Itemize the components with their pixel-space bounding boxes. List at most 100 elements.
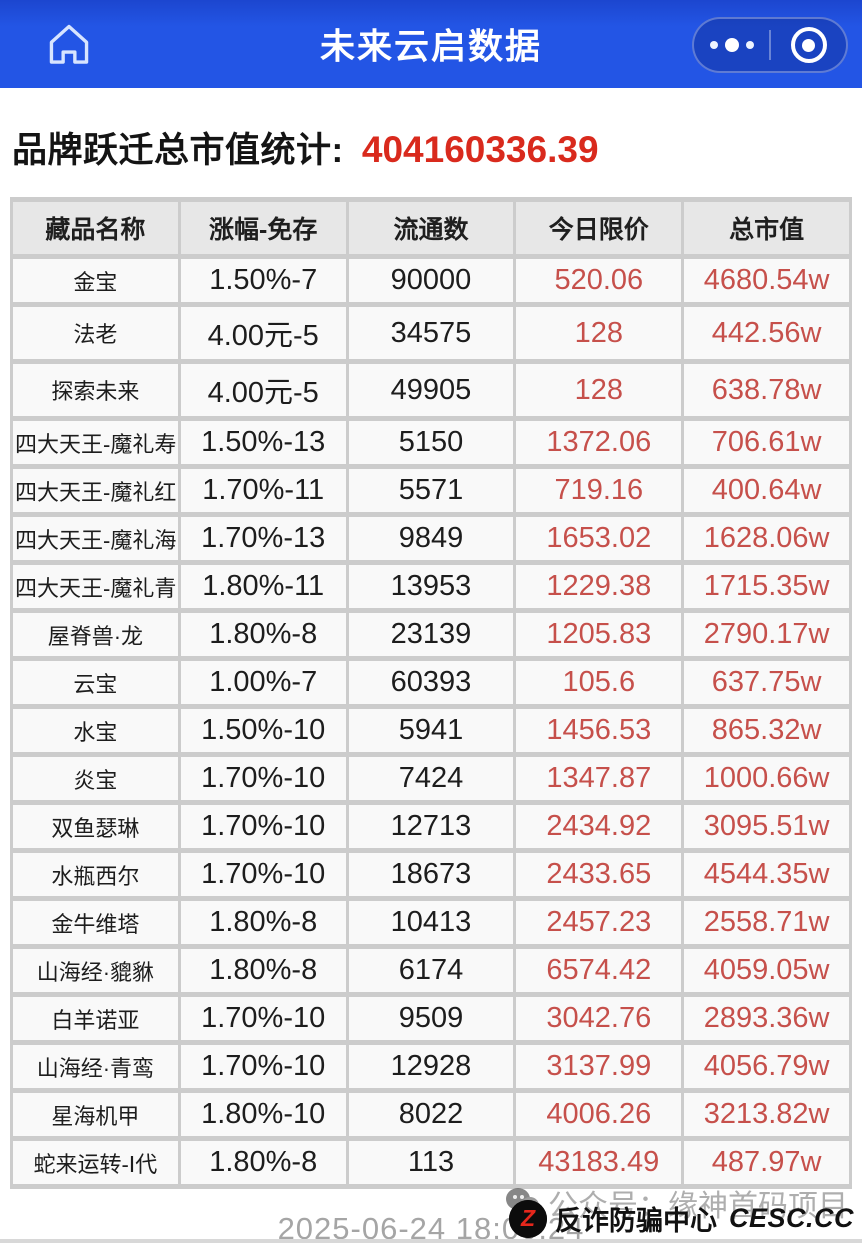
cell-name: 白羊诺亚 bbox=[13, 997, 178, 1040]
cell-market-cap: 637.75w bbox=[684, 661, 849, 704]
cell-market-cap: 4059.05w bbox=[684, 949, 849, 992]
cell-circulation: 9509 bbox=[348, 997, 514, 1040]
table-row: 四大天王-魔礼红 1.70%-11 5571 719.16 400.64w bbox=[13, 469, 849, 512]
table-row: 炎宝 1.70%-10 7424 1347.87 1000.66w bbox=[13, 757, 849, 800]
cell-market-cap: 3213.82w bbox=[684, 1093, 849, 1136]
cell-limit-price: 43183.49 bbox=[516, 1141, 682, 1184]
cell-market-cap: 1628.06w bbox=[684, 517, 849, 560]
cell-circulation: 9849 bbox=[348, 517, 514, 560]
cell-limit-price: 2433.65 bbox=[516, 853, 682, 896]
cell-limit-price: 128 bbox=[516, 364, 682, 416]
miniprogram-capsule bbox=[692, 17, 848, 73]
cell-change: 1.70%-10 bbox=[180, 853, 346, 896]
cell-name: 四大天王-魔礼海 bbox=[13, 517, 178, 560]
cell-market-cap: 487.97w bbox=[684, 1141, 849, 1184]
cell-circulation: 5571 bbox=[348, 469, 514, 512]
cell-change: 1.80%-8 bbox=[180, 613, 346, 656]
cell-name: 四大天王-魔礼寿 bbox=[13, 421, 178, 464]
table-row: 白羊诺亚 1.70%-10 9509 3042.76 2893.36w bbox=[13, 997, 849, 1040]
cell-name: 水瓶西尔 bbox=[13, 853, 178, 896]
cell-limit-price: 2457.23 bbox=[516, 901, 682, 944]
cell-name: 双鱼瑟琳 bbox=[13, 805, 178, 848]
cell-limit-price: 6574.42 bbox=[516, 949, 682, 992]
table-row: 四大天王-魔礼青 1.80%-11 13953 1229.38 1715.35w bbox=[13, 565, 849, 608]
cell-change: 1.80%-8 bbox=[180, 949, 346, 992]
cell-limit-price: 520.06 bbox=[516, 259, 682, 302]
summary-line: 品牌跃迁总市值统计: 404160336.39 bbox=[12, 122, 862, 173]
home-icon bbox=[40, 17, 98, 76]
cell-market-cap: 3095.51w bbox=[684, 805, 849, 848]
cell-limit-price: 2434.92 bbox=[516, 805, 682, 848]
cell-market-cap: 2558.71w bbox=[684, 901, 849, 944]
table-row: 山海经·青鸾 1.70%-10 12928 3137.99 4056.79w bbox=[13, 1045, 849, 1088]
cell-change: 1.00%-7 bbox=[180, 661, 346, 704]
cell-name: 法老 bbox=[13, 307, 178, 359]
cell-change: 1.50%-13 bbox=[180, 421, 346, 464]
cell-name: 屋脊兽·龙 bbox=[13, 613, 178, 656]
target-icon bbox=[790, 27, 827, 63]
cell-change: 1.70%-13 bbox=[180, 517, 346, 560]
summary-value: 404160336.39 bbox=[361, 129, 599, 170]
cell-change: 1.80%-8 bbox=[180, 1141, 346, 1184]
cell-circulation: 12713 bbox=[348, 805, 514, 848]
cell-change: 1.70%-10 bbox=[180, 805, 346, 848]
page-title: 未来云启数据 bbox=[319, 27, 543, 67]
cell-limit-price: 3137.99 bbox=[516, 1045, 682, 1088]
antifraud-logo-icon: Z bbox=[508, 1199, 547, 1238]
antifraud-site: CESC.CC bbox=[728, 1203, 854, 1233]
cell-change: 4.00元-5 bbox=[180, 307, 346, 359]
cell-circulation: 12928 bbox=[348, 1045, 514, 1088]
more-icon bbox=[709, 38, 754, 52]
bottom-divider bbox=[0, 1239, 862, 1243]
cell-limit-price: 3042.76 bbox=[516, 997, 682, 1040]
table-row: 四大天王-魔礼海 1.70%-13 9849 1653.02 1628.06w bbox=[13, 517, 849, 560]
cell-market-cap: 2790.17w bbox=[684, 613, 849, 656]
cell-market-cap: 4544.35w bbox=[684, 853, 849, 896]
table-row: 四大天王-魔礼寿 1.50%-13 5150 1372.06 706.61w bbox=[13, 421, 849, 464]
cell-name: 蛇来运转-Ⅰ代 bbox=[13, 1141, 178, 1184]
cell-circulation: 60393 bbox=[348, 661, 514, 704]
cell-market-cap: 706.61w bbox=[684, 421, 849, 464]
cell-circulation: 7424 bbox=[348, 757, 514, 800]
cell-change: 1.80%-8 bbox=[180, 901, 346, 944]
cell-name: 四大天王-魔礼青 bbox=[13, 565, 178, 608]
app-bar: 未来云启数据 bbox=[0, 0, 862, 88]
cell-market-cap: 442.56w bbox=[684, 307, 849, 359]
cell-name: 探索未来 bbox=[13, 364, 178, 416]
cell-circulation: 90000 bbox=[348, 259, 514, 302]
cell-change: 1.70%-10 bbox=[180, 1045, 346, 1088]
cell-market-cap: 4056.79w bbox=[684, 1045, 849, 1088]
cell-circulation: 23139 bbox=[348, 613, 514, 656]
cell-limit-price: 1205.83 bbox=[516, 613, 682, 656]
cell-market-cap: 638.78w bbox=[684, 364, 849, 416]
table-row: 星海机甲 1.80%-10 8022 4006.26 3213.82w bbox=[13, 1093, 849, 1136]
table-row: 云宝 1.00%-7 60393 105.6 637.75w bbox=[13, 661, 849, 704]
cell-limit-price: 719.16 bbox=[516, 469, 682, 512]
close-minimize-button[interactable] bbox=[771, 19, 846, 71]
cell-change: 1.80%-10 bbox=[180, 1093, 346, 1136]
cell-circulation: 6174 bbox=[348, 949, 514, 992]
cell-change: 1.80%-11 bbox=[180, 565, 346, 608]
summary-label: 品牌跃迁总市值统计: bbox=[12, 131, 344, 170]
cell-market-cap: 4680.54w bbox=[684, 259, 849, 302]
table-row: 探索未来 4.00元-5 49905 128 638.78w bbox=[13, 364, 849, 416]
cell-change: 1.70%-10 bbox=[180, 757, 346, 800]
more-button[interactable] bbox=[694, 19, 769, 71]
cell-limit-price: 1456.53 bbox=[516, 709, 682, 752]
cell-circulation: 113 bbox=[348, 1141, 514, 1184]
market-table: 藏品名称 涨幅-免存 流通数 今日限价 总市值 金宝 1.50%-7 90000 520.06… bbox=[10, 197, 852, 1189]
capsule-divider bbox=[769, 30, 771, 60]
cell-limit-price: 105.6 bbox=[516, 661, 682, 704]
cell-name: 水宝 bbox=[13, 709, 178, 752]
cell-name: 星海机甲 bbox=[13, 1093, 178, 1136]
table-header-row: 藏品名称 涨幅-免存 流通数 今日限价 总市值 bbox=[13, 202, 849, 254]
cell-name: 云宝 bbox=[13, 661, 178, 704]
home-button[interactable] bbox=[36, 16, 102, 76]
cell-limit-price: 1653.02 bbox=[516, 517, 682, 560]
cell-limit-price: 1347.87 bbox=[516, 757, 682, 800]
cell-change: 1.70%-10 bbox=[180, 997, 346, 1040]
table-row: 蛇来运转-Ⅰ代 1.80%-8 113 43183.49 487.97w bbox=[13, 1141, 849, 1184]
cell-circulation: 49905 bbox=[348, 364, 514, 416]
cell-change: 4.00元-5 bbox=[180, 364, 346, 416]
cell-name: 山海经·青鸾 bbox=[13, 1045, 178, 1088]
